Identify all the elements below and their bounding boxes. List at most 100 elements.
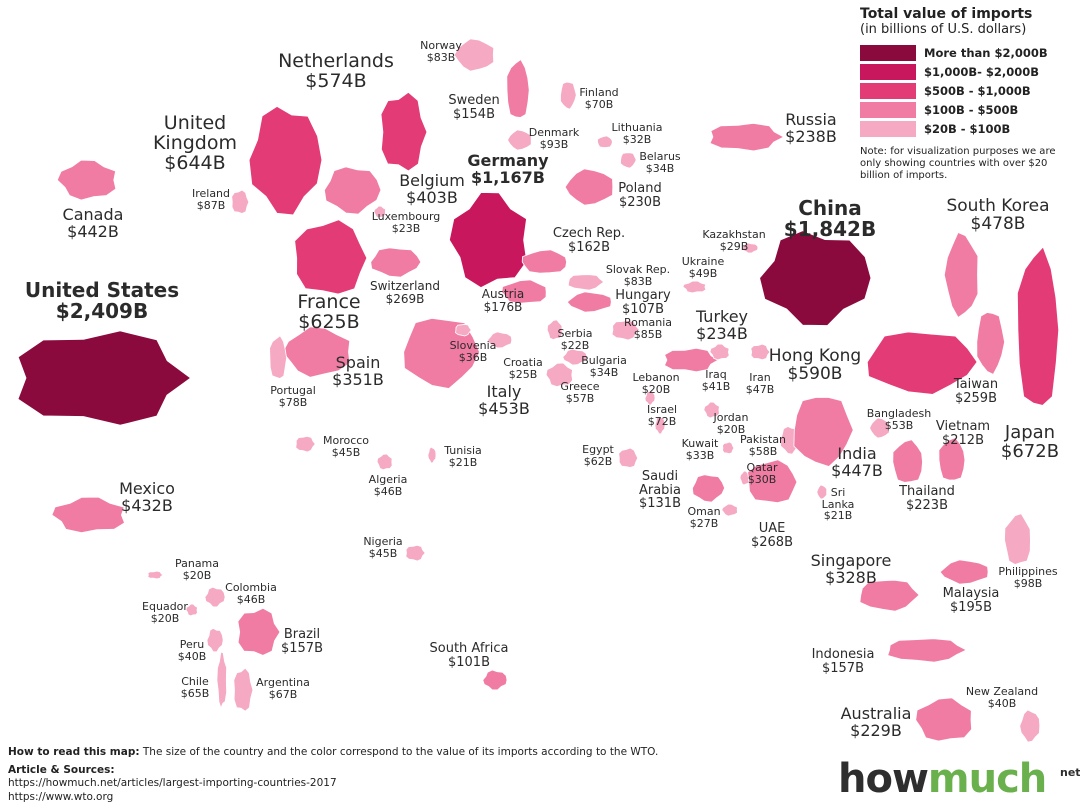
country-value: $85B bbox=[633, 327, 663, 341]
country-value: $70B bbox=[584, 97, 614, 111]
country-label: South Africa $101B bbox=[409, 642, 529, 669]
country-name: Norway bbox=[420, 39, 462, 52]
country-shape bbox=[216, 651, 228, 710]
country-shape bbox=[722, 441, 735, 455]
country-shape bbox=[295, 435, 316, 453]
country-name: Iraq bbox=[705, 368, 727, 381]
country-name: Argentina bbox=[256, 676, 310, 689]
country-label: Panama $20B bbox=[167, 558, 227, 581]
country-value: $453B bbox=[478, 398, 530, 418]
country-shape bbox=[147, 570, 164, 580]
country-label: Portugal $78B bbox=[258, 385, 328, 408]
country-label: Nigeria $45B bbox=[353, 536, 413, 559]
country-name: Russia bbox=[785, 110, 837, 129]
country-shape bbox=[620, 152, 637, 169]
country-value: $223B bbox=[905, 497, 948, 513]
country-label: Egypt $62B bbox=[568, 444, 628, 467]
country-shape bbox=[793, 396, 854, 467]
country-value: $23B bbox=[391, 221, 421, 235]
country-value: $157B bbox=[280, 640, 323, 656]
country-shape bbox=[501, 279, 547, 304]
country-label: New Zealand $40B bbox=[957, 686, 1047, 709]
country-name: Denmark bbox=[528, 126, 580, 139]
country-label: Ukraine $49B bbox=[673, 256, 733, 279]
country-label: Argentina $67B bbox=[248, 677, 318, 700]
country-name: Croatia bbox=[503, 356, 543, 369]
footer: How to read this map: The size of the co… bbox=[8, 746, 658, 805]
country-name: India bbox=[837, 444, 877, 463]
country-value: $432B bbox=[121, 495, 173, 515]
country-value: $25B bbox=[508, 367, 538, 381]
country-value: $36B bbox=[458, 350, 488, 364]
country-label: Taiwan $259B bbox=[941, 378, 1011, 405]
country-name: Switzerland bbox=[370, 279, 440, 293]
country-value: $672B bbox=[1000, 440, 1060, 462]
country-value: $176B bbox=[483, 299, 523, 314]
source-link[interactable]: https://howmuch.net/articles/largest-imp… bbox=[8, 777, 337, 790]
country-label: Slovenia $36B bbox=[443, 340, 503, 363]
country-value: $65B bbox=[180, 686, 210, 700]
logo-net: net bbox=[1060, 766, 1080, 779]
country-shape bbox=[231, 189, 250, 214]
country-label: Austria $176B bbox=[468, 288, 538, 313]
country-value: $162B bbox=[567, 239, 610, 255]
country-shape bbox=[51, 496, 125, 534]
country-name: Netherlands bbox=[278, 50, 394, 72]
country-shape bbox=[939, 559, 989, 585]
country-value: $20B bbox=[182, 568, 212, 582]
country-shape bbox=[859, 579, 920, 612]
country-name: Lithuania bbox=[611, 121, 663, 134]
country-shape bbox=[866, 331, 978, 395]
country-label: Philippines $98B bbox=[988, 566, 1068, 589]
country-label: Algeria $46B bbox=[358, 474, 418, 497]
country-name: Italy bbox=[486, 382, 522, 401]
country-label: Bangladesh $53B bbox=[859, 408, 939, 431]
country-name: Oman bbox=[687, 505, 721, 518]
country-name: Saudi Arabia bbox=[638, 469, 682, 498]
country-label: Equador $20B bbox=[135, 601, 195, 624]
country-value: $195B bbox=[949, 599, 992, 615]
country-name: UAE bbox=[758, 521, 786, 536]
country-shape bbox=[566, 291, 612, 313]
logo: howmuch net bbox=[838, 756, 1080, 802]
country-value: $27B bbox=[689, 516, 719, 530]
country-value: $212B bbox=[941, 432, 984, 448]
country-name: United Kingdom bbox=[152, 112, 238, 154]
country-label: Italy $453B bbox=[464, 382, 544, 418]
legend-item: $500B - $1,000B bbox=[860, 81, 1075, 100]
country-label: Denmark $93B bbox=[519, 127, 589, 150]
country-value: $21B bbox=[823, 509, 853, 523]
country-value: $93B bbox=[539, 137, 569, 151]
legend-subtitle: (in billions of U.S. dollars) bbox=[860, 22, 1027, 37]
country-label: Bulgaria $34B bbox=[574, 355, 634, 378]
country-label: Saudi Arabia $131B bbox=[620, 470, 700, 511]
country-name: Hungary bbox=[615, 288, 671, 303]
country-label: Greece $57B bbox=[550, 381, 610, 404]
how-text: The size of the country and the color co… bbox=[142, 746, 659, 758]
country-name: Japan bbox=[1004, 422, 1056, 443]
country-shape bbox=[943, 231, 979, 319]
country-label: Netherlands $574B bbox=[256, 50, 416, 92]
country-name: Equador bbox=[142, 600, 188, 613]
legend-swatch bbox=[860, 82, 916, 99]
legend-item: More than $2,000B bbox=[860, 43, 1075, 62]
country-label: United Kingdom $644B bbox=[135, 112, 255, 174]
country-shape bbox=[747, 459, 798, 504]
country-value: $30B bbox=[747, 472, 777, 486]
country-value: $21B bbox=[448, 455, 478, 469]
country-shape bbox=[869, 417, 890, 439]
country-value: $259B bbox=[954, 390, 997, 406]
country-label: Belarus $34B bbox=[630, 151, 690, 174]
logo-much: much bbox=[927, 756, 1047, 802]
sources: Article & Sources: bbox=[8, 764, 658, 778]
country-shape bbox=[597, 135, 613, 148]
country-label: Germany $1,167B bbox=[438, 152, 578, 187]
country-shape bbox=[816, 484, 828, 500]
country-label: France $625B bbox=[279, 292, 379, 333]
country-shape bbox=[1004, 513, 1031, 565]
country-name: Finland bbox=[579, 86, 619, 99]
source-link[interactable]: https://www.wto.org bbox=[8, 790, 114, 803]
country-label: South Korea $478B bbox=[933, 197, 1063, 234]
